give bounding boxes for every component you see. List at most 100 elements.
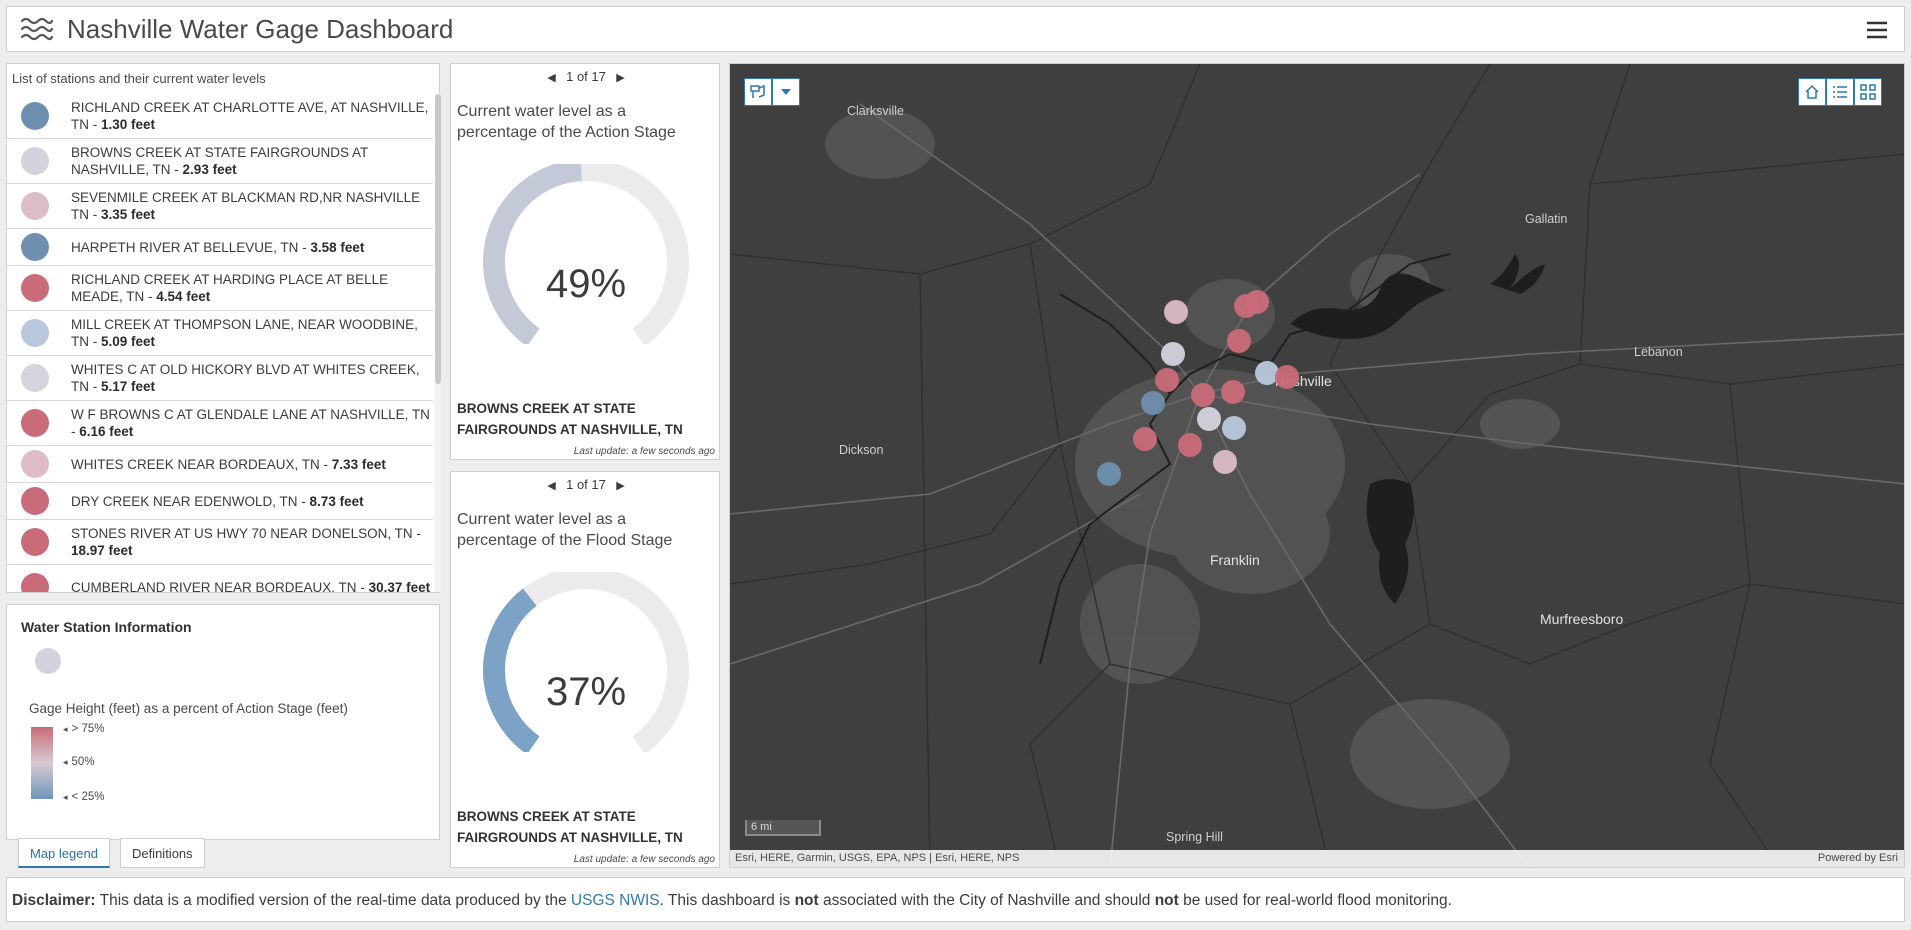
gauge-pager: ◀ 1 of 17 ▶ — [451, 477, 721, 492]
list-item[interactable]: W F BROWNS C AT GLENDALE LANE AT NASHVIL… — [7, 401, 433, 446]
list-item[interactable]: BROWNS CREEK AT STATE FAIRGROUNDS AT NAS… — [7, 139, 433, 184]
layer-list-button[interactable] — [1826, 78, 1854, 106]
station-list[interactable]: RICHLAND CREEK AT CHARLOTTE AVE, AT NASH… — [7, 94, 433, 592]
station-level: 6.16 feet — [79, 424, 134, 439]
hamburger-menu-icon[interactable] — [1864, 17, 1890, 43]
legend-symbol — [35, 648, 61, 674]
list-item[interactable]: RICHLAND CREEK AT HARDING PLACE AT BELLE… — [7, 266, 433, 311]
gauge-description: Current water level as a percentage of t… — [457, 103, 676, 141]
station-marker[interactable] — [1164, 300, 1188, 324]
usgs-nwis-link[interactable]: USGS NWIS — [570, 892, 660, 909]
station-list-panel: List of stations and their current water… — [6, 63, 441, 593]
station-separator: - — [319, 456, 332, 472]
station-level: 5.17 feet — [101, 379, 156, 394]
station-name: WHITES C AT OLD HICKORY BLVD AT WHITES C… — [71, 362, 420, 394]
station-marker[interactable] — [1213, 450, 1237, 474]
station-name: BROWNS CREEK AT STATE FAIRGROUNDS AT NAS… — [71, 145, 369, 177]
tab-map-legend[interactable]: Map legend — [18, 838, 110, 868]
gauge-value: 37% — [545, 670, 627, 714]
legend-panel: Water Station Information Gage Height (f… — [6, 604, 440, 840]
station-label: STONES RIVER AT US HWY 70 NEAR DONELSON,… — [71, 525, 431, 559]
map-label-lebanon: Lebanon — [1634, 345, 1683, 359]
home-icon — [1805, 84, 1819, 99]
next-arrow-icon[interactable]: ▶ — [616, 72, 625, 84]
station-marker[interactable] — [1222, 416, 1246, 440]
prev-arrow-icon[interactable]: ◀ — [547, 480, 556, 492]
list-item[interactable]: WHITES CREEK NEAR BORDEAUX, TN - 7.33 fe… — [7, 446, 433, 483]
list-item[interactable]: STONES RIVER AT US HWY 70 NEAR DONELSON,… — [7, 520, 433, 565]
station-label: HARPETH RIVER AT BELLEVUE, TN - 3.58 fee… — [71, 239, 431, 256]
disclaimer-text-1: This data is a modified version of the r… — [95, 892, 571, 909]
legend-title: Water Station Information — [21, 619, 192, 635]
map-attribution: Esri, HERE, Garmin, USGS, EPA, NPS | Esr… — [730, 850, 1904, 867]
list-item[interactable]: HARPETH RIVER AT BELLEVUE, TN - 3.58 fee… — [7, 229, 433, 266]
page-title: Nashville Water Gage Dashboard — [67, 13, 454, 44]
select-dropdown-button[interactable] — [772, 78, 800, 106]
station-separator: - — [412, 526, 421, 541]
station-name: STONES RIVER AT US HWY 70 NEAR DONELSON,… — [71, 526, 413, 541]
list-item[interactable]: CUMBERLAND RIVER NEAR BORDEAUX, TN - 30.… — [7, 565, 433, 592]
list-scrollbar[interactable] — [435, 94, 441, 592]
station-marker[interactable] — [1155, 368, 1179, 392]
tab-definitions[interactable]: Definitions — [119, 838, 205, 868]
station-symbol — [21, 487, 49, 515]
station-marker[interactable] — [1161, 342, 1185, 366]
gauge-action-stage: ◀ 1 of 17 ▶ Current water level as a per… — [450, 63, 720, 460]
list-item[interactable]: SEVENMILE CREEK AT BLACKMAN RD,NR NASHVI… — [7, 184, 433, 229]
powered-by-esri[interactable]: Powered by Esri — [1817, 852, 1898, 864]
gauge-dial — [483, 164, 689, 344]
map-view[interactable]: Clarksville Gallatin Lebanon Nashville D… — [729, 63, 1905, 868]
station-marker[interactable] — [1178, 433, 1202, 457]
station-name: HARPETH RIVER AT BELLEVUE, TN — [71, 239, 299, 255]
next-arrow-icon[interactable]: ▶ — [616, 480, 625, 492]
map-label-gallatin: Gallatin — [1525, 212, 1568, 226]
station-separator: - — [89, 207, 101, 222]
station-level: 3.58 feet — [310, 239, 365, 255]
station-separator: - — [89, 334, 101, 349]
list-icon — [1833, 86, 1847, 98]
station-marker[interactable] — [1245, 290, 1269, 314]
home-button[interactable] — [1798, 78, 1826, 106]
station-marker[interactable] — [1197, 407, 1221, 431]
list-item[interactable]: DRY CREEK NEAR EDENWOLD, TN - 8.73 feet — [7, 483, 433, 520]
gauge-last-update: Last update: a few seconds ago — [573, 446, 715, 457]
station-label: WHITES CREEK NEAR BORDEAUX, TN - 7.33 fe… — [71, 456, 431, 473]
station-symbol — [21, 147, 49, 175]
list-item[interactable]: WHITES C AT OLD HICKORY BLVD AT WHITES C… — [7, 356, 433, 401]
station-label: WHITES C AT OLD HICKORY BLVD AT WHITES C… — [71, 361, 431, 395]
water-waves-icon — [17, 9, 57, 49]
station-label: BROWNS CREEK AT STATE FAIRGROUNDS AT NAS… — [71, 144, 431, 178]
list-item[interactable]: RICHLAND CREEK AT CHARLOTTE AVE, AT NASH… — [7, 94, 433, 139]
list-scrollbar-thumb[interactable] — [435, 94, 441, 384]
legend-tabs: Map legend Definitions — [18, 838, 215, 868]
ramp-label-mid: 50% — [63, 756, 95, 768]
station-marker[interactable] — [1221, 380, 1245, 404]
station-symbol — [21, 573, 49, 592]
station-marker[interactable] — [1191, 383, 1215, 407]
legend-subtitle: Gage Height (feet) as a percent of Actio… — [29, 701, 348, 716]
basemap-gallery-button[interactable] — [1854, 78, 1882, 106]
station-marker[interactable] — [1097, 462, 1121, 486]
station-marker[interactable] — [1141, 391, 1165, 415]
station-symbol — [21, 528, 49, 556]
station-label: W F BROWNS C AT GLENDALE LANE AT NASHVIL… — [71, 406, 431, 440]
gauge-description: Current water level as a percentage of t… — [457, 511, 673, 549]
disclaimer-text-3: associated with the City of Nashville an… — [818, 892, 1155, 909]
station-name: RICHLAND CREEK AT CHARLOTTE AVE, AT NASH… — [71, 100, 429, 132]
station-marker[interactable] — [1133, 427, 1157, 451]
station-separator: - — [170, 162, 183, 177]
map-label-clarksville: Clarksville — [847, 104, 904, 118]
station-name: W F BROWNS C AT GLENDALE LANE AT NASHVIL… — [71, 407, 430, 422]
prev-arrow-icon[interactable]: ◀ — [547, 72, 556, 84]
station-name: CUMBERLAND RIVER NEAR BORDEAUX, TN — [71, 579, 357, 593]
disclaimer-not-2: not — [1154, 892, 1179, 909]
station-separator: - — [89, 379, 101, 394]
station-marker[interactable] — [1227, 329, 1251, 353]
station-marker[interactable] — [1275, 365, 1299, 389]
station-level: 30.37 feet — [368, 579, 431, 593]
list-item[interactable]: MILL CREEK AT THOMPSON LANE, NEAR WOODBI… — [7, 311, 433, 356]
select-tool-button[interactable] — [744, 78, 772, 106]
station-label: RICHLAND CREEK AT HARDING PLACE AT BELLE… — [71, 271, 431, 305]
station-level: 8.73 feet — [309, 493, 364, 509]
station-separator: - — [89, 117, 101, 132]
